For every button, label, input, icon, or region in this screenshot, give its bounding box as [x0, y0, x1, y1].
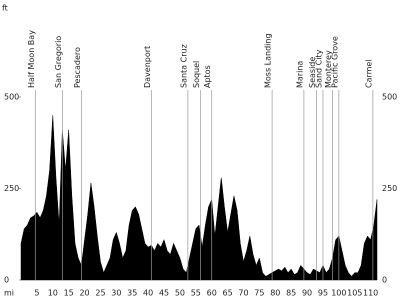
town-label: Davenport — [143, 46, 152, 88]
town-label: Pescadero — [73, 47, 82, 88]
town-label: Pacific Grove — [330, 36, 339, 88]
town-label: Marina — [295, 61, 304, 88]
x-tick-label: 40 — [143, 289, 153, 298]
x-tick-label: 65 — [223, 289, 233, 298]
x-tick-label: 35 — [127, 289, 137, 298]
x-tick-label: 10 — [48, 289, 58, 298]
x-tick-label: 45 — [159, 289, 169, 298]
y-tick-label: 250 — [4, 184, 19, 193]
town-label: Monterey — [324, 50, 333, 88]
x-tick-label: 25 — [95, 289, 105, 298]
town-label: Seaside — [308, 57, 317, 88]
town-label: Carmel — [364, 59, 373, 88]
x-tick-label: 85 — [286, 289, 296, 298]
town-label: Moss Landing — [264, 33, 273, 88]
x-tick-label: 80 — [270, 289, 280, 298]
y-tick-label: 0 — [4, 276, 9, 285]
x-axis-label: mi — [4, 289, 14, 298]
y-tick-label-right: 250 — [382, 184, 397, 193]
town-label: Soquel — [192, 61, 201, 88]
x-tick-label: 100 — [331, 289, 346, 298]
x-tick-label: 95 — [318, 289, 328, 298]
x-tick-label: 90 — [302, 289, 312, 298]
x-tick-label: 50 — [175, 289, 185, 298]
town-label: Aptos — [203, 65, 212, 88]
x-tick-label: 15 — [64, 289, 74, 298]
y-tick-label-right: 0 — [382, 276, 387, 285]
x-tick-label: 70 — [238, 289, 248, 298]
town-label: San Gregorio — [54, 36, 63, 88]
x-tick-label: 75 — [254, 289, 264, 298]
x-tick-label: 55 — [191, 289, 201, 298]
y-axis-label: ft — [2, 4, 8, 13]
x-tick-label: 105 — [347, 289, 362, 298]
x-tick-label: 60 — [207, 289, 217, 298]
town-label: Sand City — [314, 49, 323, 88]
town-label: Santa Cruz — [179, 44, 188, 88]
town-label: Half Moon Bay — [27, 30, 36, 88]
elevation-area — [20, 115, 378, 281]
y-tick-label: 500 — [4, 93, 19, 102]
x-tick-label: 20 — [79, 289, 89, 298]
x-tick-label: 110 — [363, 289, 378, 298]
x-tick-label: 30 — [111, 289, 121, 298]
x-tick-label: 5 — [34, 289, 39, 298]
y-tick-label-right: 500 — [382, 93, 397, 102]
